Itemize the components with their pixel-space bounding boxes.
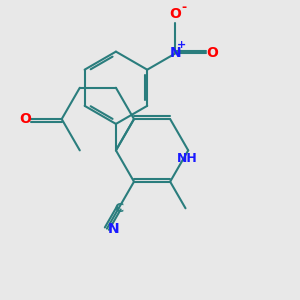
Text: -: - [182, 1, 187, 14]
Text: O: O [20, 112, 32, 126]
Text: NH: NH [177, 152, 198, 165]
Text: O: O [169, 8, 181, 21]
Text: N: N [169, 46, 181, 60]
Text: O: O [207, 46, 219, 60]
Text: +: + [177, 40, 187, 50]
Text: N: N [108, 222, 119, 236]
Text: C: C [114, 202, 123, 215]
